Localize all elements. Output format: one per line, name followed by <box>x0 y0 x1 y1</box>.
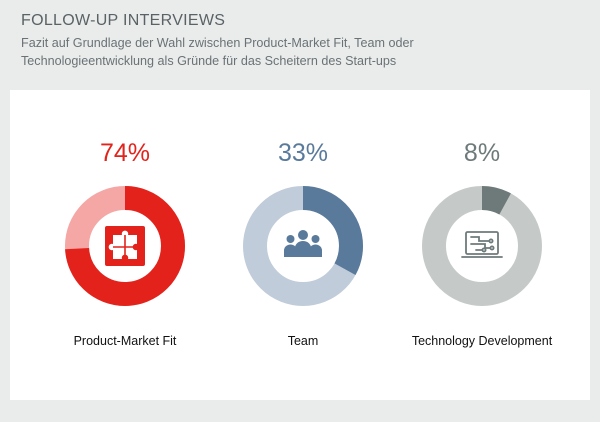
percentage-label: 8% <box>463 139 501 167</box>
chart-subtitle: Fazit auf Grundlage der Wahl zwischen Pr… <box>21 34 581 70</box>
donut-chart-technology-development: 8% Technology Development <box>392 90 572 400</box>
donut-svg <box>243 186 363 306</box>
header: FOLLOW-UP INTERVIEWS Fazit auf Grundlage… <box>21 12 581 70</box>
donut-svg <box>422 186 542 306</box>
percentage-label: 33% <box>277 139 329 167</box>
chart-category-label: Technology Development <box>411 334 553 348</box>
charts-panel: 74% Product-Market Fit 33% <box>10 90 590 400</box>
donut-value-arc <box>65 186 185 306</box>
percentage-label: 74% <box>99 139 151 167</box>
subtitle-line-1: Fazit auf Grundlage der Wahl zwischen Pr… <box>21 36 414 50</box>
donut-remainder <box>422 186 542 306</box>
puzzle-icon <box>105 226 145 266</box>
donut-svg <box>65 186 185 306</box>
subtitle-line-2: Technologieentwicklung als Gründe für da… <box>21 54 397 68</box>
donut-value-arc <box>243 186 363 306</box>
donut-chart-team: 33% Team <box>213 90 393 400</box>
chart-category-label: Product-Market Fit <box>73 334 177 348</box>
chart-title: FOLLOW-UP INTERVIEWS <box>21 12 226 29</box>
circuit-board-icon <box>461 231 503 258</box>
team-icon <box>284 230 322 257</box>
donut-chart-product-market-fit: 74% Product-Market Fit <box>35 90 215 400</box>
donut-value-arc <box>422 186 542 306</box>
chart-category-label: Team <box>287 334 319 348</box>
